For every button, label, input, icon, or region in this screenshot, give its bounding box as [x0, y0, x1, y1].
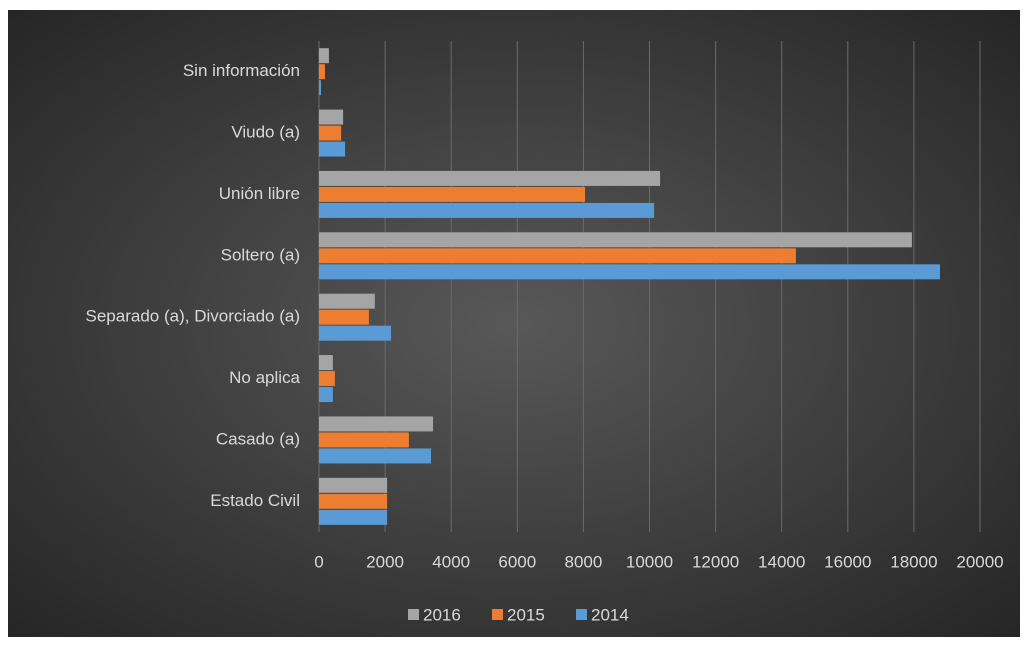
y-tick-label: Soltero (a) — [221, 245, 300, 264]
bar — [319, 448, 432, 464]
x-tick-label: 12000 — [692, 552, 739, 571]
chart-background — [8, 10, 1020, 637]
bar — [319, 509, 388, 525]
y-tick-label: No aplica — [229, 368, 300, 387]
bar — [319, 141, 346, 157]
legend-label: 2015 — [507, 605, 545, 624]
bar — [319, 355, 333, 371]
legend-swatch — [408, 609, 419, 620]
x-tick-label: 0 — [314, 552, 323, 571]
y-tick-label: Casado (a) — [216, 429, 300, 448]
bar — [319, 170, 661, 186]
bar — [319, 264, 941, 280]
x-tick-label: 10000 — [626, 552, 673, 571]
legend-label: 2014 — [591, 605, 629, 624]
y-tick-label: Viudo (a) — [231, 123, 300, 142]
bar — [319, 293, 375, 309]
x-tick-label: 2000 — [366, 552, 404, 571]
bar — [319, 248, 796, 264]
bar — [319, 432, 409, 448]
bar — [319, 309, 369, 325]
legend-swatch — [492, 609, 503, 620]
legend-label: 2016 — [423, 605, 461, 624]
bar — [319, 232, 912, 248]
x-tick-label: 6000 — [498, 552, 536, 571]
x-tick-label: 18000 — [890, 552, 937, 571]
bar — [319, 80, 321, 96]
y-tick-label: Unión libre — [219, 184, 300, 203]
bar — [319, 64, 325, 80]
bar — [319, 202, 655, 218]
x-tick-label: 16000 — [824, 552, 871, 571]
bar — [319, 48, 329, 64]
x-tick-label: 20000 — [956, 552, 1003, 571]
x-tick-label: 8000 — [564, 552, 602, 571]
x-tick-label: 4000 — [432, 552, 470, 571]
y-tick-label: Estado Civil — [210, 491, 300, 510]
bar — [319, 387, 333, 403]
bar — [319, 416, 434, 432]
bar — [319, 186, 586, 202]
bar — [319, 477, 388, 493]
x-tick-label: 14000 — [758, 552, 805, 571]
y-tick-label: Sin información — [183, 61, 300, 80]
bar — [319, 125, 342, 141]
bar — [319, 325, 392, 341]
y-tick-label: Separado (a), Divorciado (a) — [86, 307, 300, 326]
bar — [319, 493, 388, 509]
bar — [319, 371, 335, 387]
legend-swatch — [576, 609, 587, 620]
bar — [319, 109, 344, 125]
